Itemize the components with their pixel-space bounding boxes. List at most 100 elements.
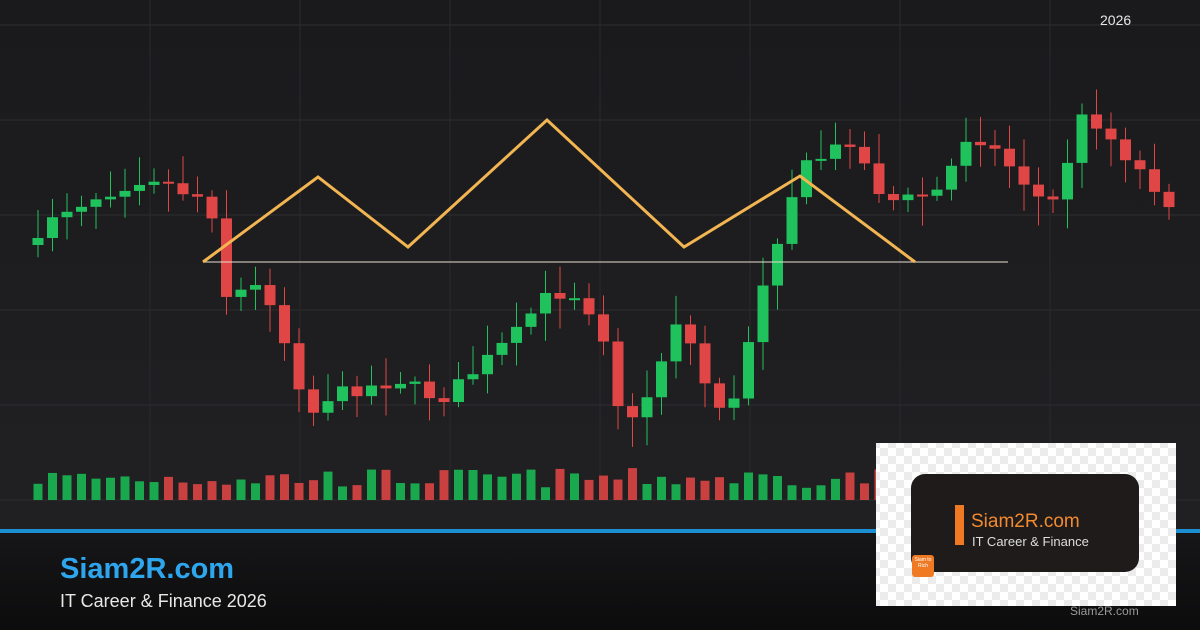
candle (583, 298, 595, 315)
candle (830, 144, 841, 159)
logo-bar (955, 505, 964, 545)
volume-bar (671, 484, 681, 500)
candle (714, 383, 725, 408)
candle (1018, 166, 1030, 185)
candle (554, 292, 566, 299)
candle (670, 324, 682, 362)
watermark: Siam2R.com (1070, 604, 1139, 618)
candle (337, 386, 348, 402)
volume-bar (265, 475, 275, 500)
year-label: 2026 (1100, 12, 1131, 28)
candle (105, 196, 116, 200)
volume-bar (439, 470, 449, 500)
volume-bar (33, 483, 43, 500)
candle (960, 141, 972, 166)
volume-bar (541, 487, 550, 500)
candle (177, 183, 189, 195)
candle (989, 145, 1001, 149)
volume-bar (773, 475, 782, 500)
candle (902, 194, 914, 201)
candle (453, 379, 464, 403)
candle (1004, 148, 1015, 167)
candle (743, 342, 754, 399)
volume-bar (816, 485, 826, 500)
pattern-line (202, 117, 916, 264)
candle (656, 361, 667, 398)
candle (511, 326, 522, 343)
candle (308, 389, 319, 413)
tagline: IT Career & Finance 2026 (60, 591, 267, 611)
volume-bar (91, 478, 101, 500)
volume-bar (396, 483, 405, 500)
candle (1105, 128, 1117, 140)
candle (772, 243, 783, 286)
candle (424, 381, 435, 399)
candle (1134, 160, 1146, 170)
volume-bar (323, 471, 333, 500)
volume-bar (686, 477, 695, 500)
candle (322, 401, 334, 413)
candle (163, 181, 174, 184)
candle (293, 343, 305, 390)
volume-bar (135, 481, 144, 500)
volume-bar (700, 480, 710, 500)
candle (380, 385, 392, 389)
candle (728, 398, 740, 408)
volume-bar (236, 479, 246, 500)
candle (279, 305, 290, 344)
candle (801, 160, 812, 198)
candle (1033, 184, 1044, 197)
volume-bar (642, 484, 652, 500)
volume-bar (367, 469, 376, 500)
volume-bar (758, 474, 768, 500)
volume-bar (106, 477, 115, 500)
volume-bar (120, 476, 130, 500)
candle (32, 238, 44, 245)
volume-bar (251, 483, 260, 500)
volume-bar (570, 473, 579, 500)
volume-bar (787, 485, 797, 500)
volume-bar (512, 473, 521, 500)
volume-bar (280, 474, 289, 500)
grid (0, 0, 1200, 501)
candle (1149, 169, 1160, 192)
volume-bar (744, 472, 753, 500)
volume-bar (454, 469, 463, 500)
volume-bar (584, 479, 594, 500)
candle (757, 285, 769, 343)
volume-bar (729, 483, 739, 500)
volume-bar (802, 487, 811, 500)
candle (699, 343, 711, 384)
candle (786, 197, 798, 244)
candle (975, 141, 986, 146)
volume-bar (222, 484, 231, 500)
volume-bar (497, 476, 507, 500)
candle (148, 181, 160, 185)
volume-bar (77, 473, 86, 500)
candle (206, 196, 218, 219)
candle (467, 374, 479, 380)
candle (409, 381, 421, 384)
candle (438, 398, 450, 403)
candle (612, 341, 624, 407)
volume-bar (831, 478, 840, 500)
site-name: Siam2R.com (60, 553, 234, 585)
volume-bar (352, 485, 362, 500)
candle (627, 406, 638, 418)
volume-bar (309, 480, 318, 500)
candle (641, 397, 653, 418)
candle (931, 189, 943, 196)
candle (1163, 191, 1175, 208)
candle (395, 383, 406, 389)
candle (1062, 162, 1073, 200)
candle (221, 218, 232, 297)
logo-badge-text-wrap: Siam to Rich (915, 557, 932, 569)
volume-bar (193, 484, 202, 500)
candle (119, 190, 131, 197)
volume-bar (483, 474, 492, 500)
logo-subtitle: IT Career & Finance (972, 534, 1089, 549)
volume-bar (178, 482, 188, 500)
volume-bar (338, 486, 347, 500)
